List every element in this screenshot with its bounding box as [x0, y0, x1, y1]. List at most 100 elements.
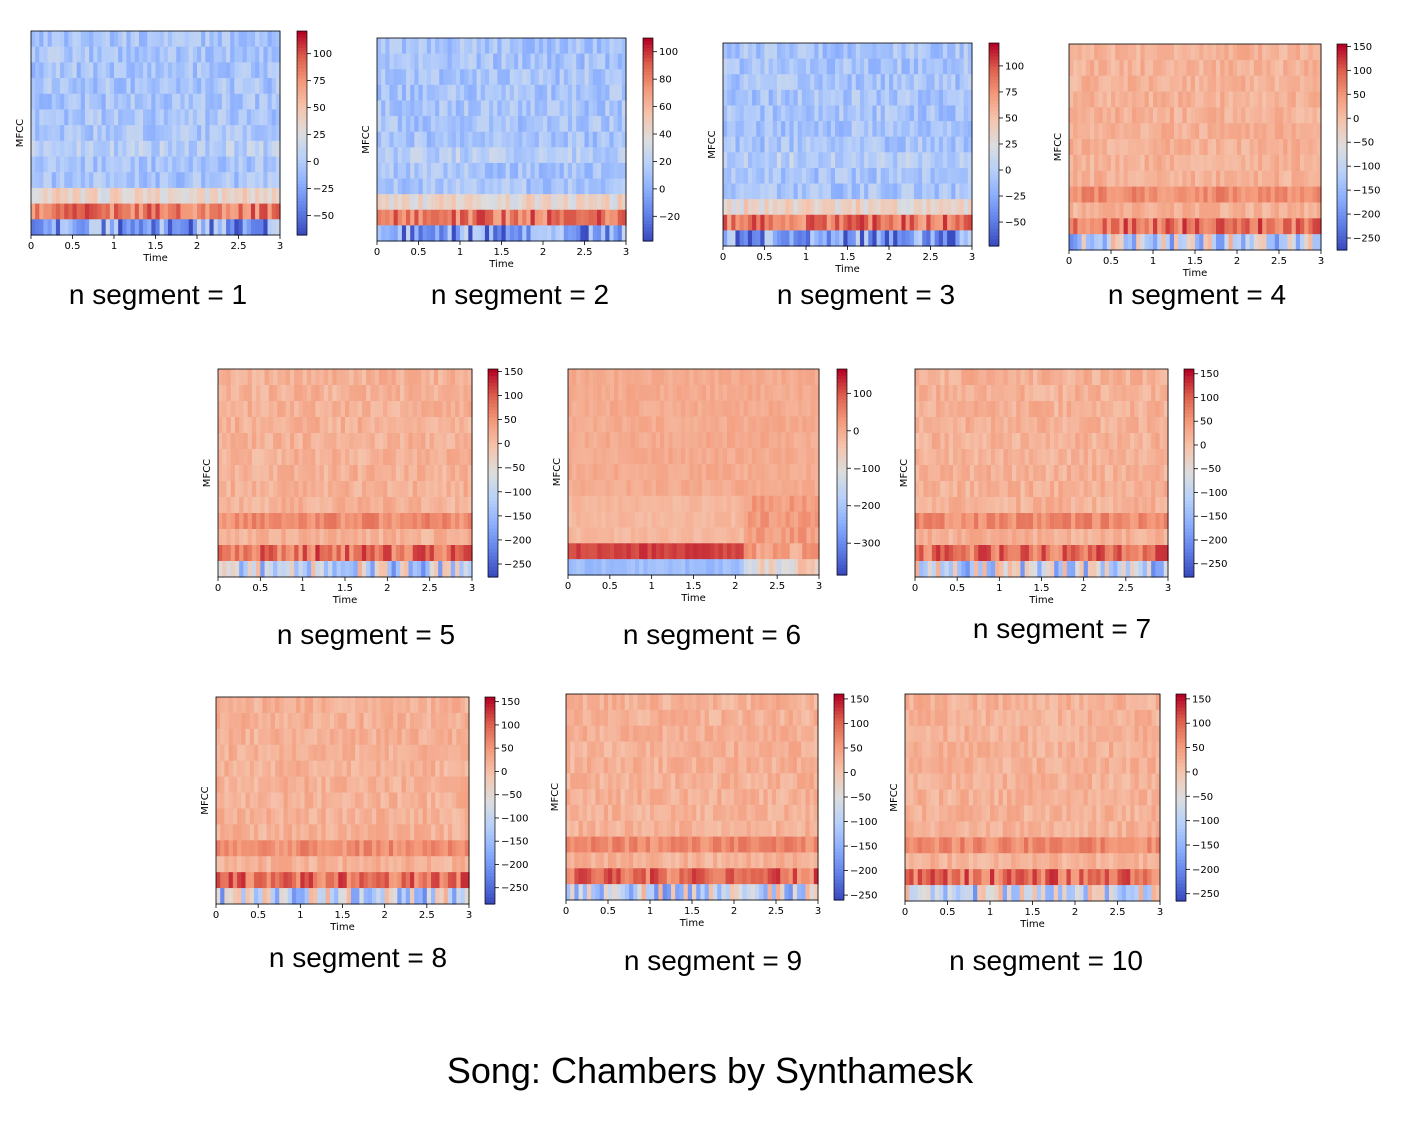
heatmap-cell	[1203, 123, 1209, 140]
heatmap-cell	[593, 464, 598, 481]
heatmap-cell	[1300, 44, 1305, 61]
heatmap-cell	[731, 105, 737, 122]
heatmap-cell	[1148, 91, 1154, 108]
heatmap-cell	[1249, 107, 1255, 124]
heatmap-cell	[618, 495, 623, 513]
heatmap-cell	[311, 369, 316, 386]
colorbar-segment	[488, 552, 498, 557]
heatmap-cell	[596, 209, 602, 226]
heatmap-cell	[397, 84, 403, 102]
heatmap-cell	[366, 529, 371, 546]
heatmap-cell	[680, 479, 686, 497]
heatmap-cell	[818, 183, 824, 200]
heatmap-cell	[472, 100, 478, 117]
heatmap-cell	[247, 529, 253, 546]
heatmap-cell	[1283, 154, 1288, 172]
heatmap-cell	[764, 136, 770, 153]
heatmap-cell	[835, 214, 840, 231]
heatmap-cell	[522, 100, 527, 117]
colorbar-segment	[1337, 105, 1347, 110]
heatmap-cell	[275, 125, 281, 142]
heatmap-cell	[251, 545, 257, 562]
heatmap-cell	[197, 219, 202, 236]
heatmap-cell	[584, 400, 590, 418]
heatmap-cell	[418, 194, 424, 211]
heatmap-cell	[1169, 75, 1175, 93]
heatmap-cell	[89, 203, 94, 220]
heatmap-cell	[798, 416, 803, 433]
heatmap-cell	[493, 84, 498, 102]
heatmap-cell	[328, 433, 333, 450]
heatmap-cell	[605, 194, 610, 211]
heatmap-cell	[777, 464, 782, 481]
heatmap-cell	[538, 69, 544, 86]
colorbar-segment	[989, 218, 999, 223]
heatmap-cell	[613, 53, 619, 70]
heatmap-cell	[234, 385, 240, 402]
heatmap-cell	[918, 89, 923, 107]
heatmap-cell	[72, 203, 78, 220]
heatmap-cell	[1287, 107, 1293, 124]
heatmap-cell	[1262, 234, 1267, 251]
heatmap-cell	[222, 465, 228, 482]
heatmap-cell	[1241, 139, 1246, 156]
heatmap-cell	[247, 369, 253, 386]
colorbar-segment	[1337, 191, 1347, 196]
heatmap-cell	[798, 384, 803, 402]
heatmap-cell	[722, 369, 728, 386]
heatmap-cell	[433, 545, 439, 562]
heatmap-cell	[383, 401, 388, 418]
heatmap-cell	[551, 116, 557, 133]
heatmap-cell	[680, 369, 686, 386]
heatmap-cell	[374, 401, 380, 418]
heatmap-cell	[922, 74, 927, 91]
heatmap-cell	[93, 140, 98, 158]
heatmap-cell	[306, 529, 312, 546]
heatmap-cell	[798, 479, 803, 497]
heatmap-cell	[1127, 44, 1133, 61]
heatmap-cell	[468, 84, 474, 102]
heatmap-cell	[389, 194, 395, 211]
heatmap-cell	[263, 172, 269, 189]
heatmap-cell	[626, 416, 632, 433]
heatmap-cell	[311, 497, 316, 514]
heatmap-cell	[847, 230, 853, 247]
heatmap-cell	[947, 199, 952, 216]
heatmap-cell	[802, 416, 808, 433]
heatmap-cell	[217, 78, 223, 95]
heatmap-cell	[1136, 202, 1141, 219]
heatmap-cell	[781, 152, 786, 169]
colorbar-segment	[1337, 112, 1347, 117]
heatmap-cell	[97, 125, 103, 142]
heatmap-cell	[397, 69, 403, 86]
colorbar-segment	[989, 46, 999, 51]
colorbar-tick-label: 25	[313, 130, 326, 141]
colorbar-segment	[488, 431, 498, 436]
heatmap-cell	[218, 417, 223, 434]
heatmap-cell	[701, 432, 707, 449]
heatmap-cell	[618, 479, 623, 497]
heatmap-cell	[798, 448, 803, 465]
heatmap-cell	[739, 167, 745, 185]
heatmap-cell	[839, 214, 844, 231]
heatmap-cell	[918, 136, 923, 153]
heatmap-cell	[221, 78, 227, 95]
heatmap-cell	[455, 449, 460, 466]
colorbar-segment	[297, 44, 307, 49]
heatmap-cell	[563, 147, 569, 164]
heatmap-cell	[955, 58, 961, 75]
heatmap-cell	[109, 93, 115, 111]
heatmap-cell	[460, 100, 465, 117]
heatmap-cell	[731, 479, 736, 497]
heatmap-cell	[143, 31, 148, 48]
heatmap-cell	[743, 432, 749, 449]
heatmap-cell	[547, 84, 552, 102]
heatmap-cell	[572, 69, 577, 86]
heatmap-cell	[268, 465, 274, 482]
heatmap-cell	[184, 62, 190, 79]
heatmap-cell	[1216, 170, 1221, 188]
heatmap-cell	[268, 401, 274, 418]
heatmap-cell	[476, 38, 482, 55]
heatmap-cell	[35, 156, 40, 173]
heatmap-cell	[731, 384, 736, 402]
